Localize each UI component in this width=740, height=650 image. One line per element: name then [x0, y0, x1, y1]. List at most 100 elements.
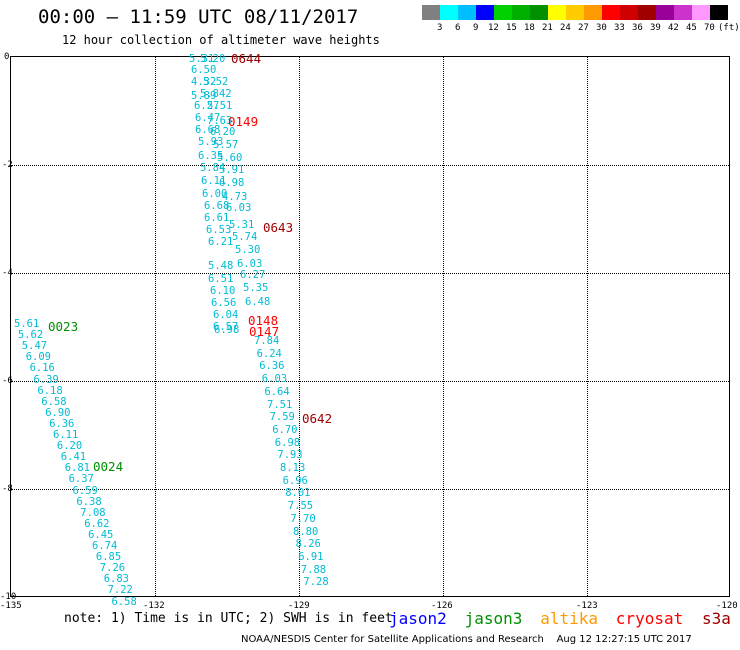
- swh-value: 6.36: [49, 417, 75, 430]
- longitude-label: -120: [716, 601, 738, 611]
- pass-time-label: 0148: [248, 313, 279, 328]
- color-scale-label: 3: [437, 23, 443, 33]
- swh-value: 6.03: [226, 202, 252, 214]
- legend-cryosat: cryosat: [615, 609, 684, 628]
- swh-value: 5.48: [208, 260, 234, 272]
- color-swatch: [566, 5, 584, 20]
- color-scale-label: 42: [668, 23, 679, 33]
- swh-value: 6.57: [213, 321, 239, 333]
- color-swatch: [674, 5, 692, 20]
- page-subtitle: 12 hour collection of altimeter wave hei…: [62, 33, 380, 47]
- swh-value: 6.03: [261, 373, 288, 386]
- swh-value: 5.60: [217, 152, 243, 164]
- pass-time-label: 0643: [263, 220, 294, 235]
- swh-value: 6.18: [37, 384, 63, 397]
- meridian-gridline: [155, 57, 156, 596]
- credit-organization: NOAA/NESDIS Center for Satellite Applica…: [241, 634, 544, 645]
- latitude-label: -6: [2, 376, 13, 386]
- color-swatch: [494, 5, 512, 20]
- swh-value: 6.85: [95, 551, 122, 564]
- swh-value: 5.91: [219, 164, 245, 176]
- swh-value: 6.24: [256, 347, 282, 360]
- footer-note: note: 1) Time is in UTC; 2) SWH is in fe…: [64, 611, 393, 626]
- swh-value: 6.58: [111, 595, 137, 608]
- color-scale-label: 9: [473, 23, 479, 33]
- swh-value: 7.59: [269, 411, 295, 424]
- color-scale-label: 6: [455, 23, 461, 33]
- color-scale-label: 21: [542, 23, 553, 33]
- swh-value: 7.22: [107, 584, 133, 597]
- swh-value: 6.81: [64, 462, 90, 475]
- swh-value: 7.70: [290, 512, 316, 525]
- color-swatch: [620, 5, 638, 20]
- color-scale-label: 45: [686, 23, 697, 33]
- swh-value: 6.68: [204, 200, 230, 212]
- color-swatch: [602, 5, 620, 20]
- swh-value: 6.64: [264, 385, 290, 398]
- swh-value: 6.98: [214, 324, 240, 336]
- swh-value: 6.96: [282, 474, 308, 487]
- color-swatch: [710, 5, 728, 20]
- swh-value: 7.55: [287, 500, 314, 513]
- credit-line: NOAA/NESDIS Center for Satellite Applica…: [241, 634, 692, 645]
- swh-value: 5.47: [21, 340, 48, 353]
- swh-value: 7.51: [267, 398, 293, 411]
- swh-value: 6.41: [60, 451, 87, 464]
- color-swatch: [422, 5, 440, 20]
- swh-value: 6.70: [272, 423, 298, 436]
- swh-value: 5.30: [235, 244, 261, 256]
- color-swatch: [656, 5, 674, 20]
- swh-value: 5.57: [213, 139, 239, 151]
- swh-value: 6.83: [103, 573, 129, 586]
- color-scale-label: 27: [578, 23, 589, 33]
- color-scale-unit: (ft): [718, 23, 740, 33]
- swh-value: 5.62: [17, 329, 44, 342]
- swh-value: 6.56: [211, 297, 237, 309]
- pass-time-label: 0147: [249, 324, 280, 339]
- longitude-label: -135: [0, 601, 22, 611]
- swh-value: 6.21: [208, 236, 234, 248]
- swh-value: 7.26: [99, 562, 126, 575]
- swh-value: 6.09: [25, 351, 51, 364]
- swh-value: 6.16: [29, 362, 55, 375]
- color-swatch: [512, 5, 530, 20]
- swh-value: 5.31: [229, 219, 255, 231]
- swh-value: 6.35: [198, 150, 224, 162]
- swh-value: 6.38: [76, 495, 102, 508]
- color-scale-label: 33: [614, 23, 625, 33]
- swh-value: 5.31: [189, 53, 215, 65]
- color-scale-label: 36: [632, 23, 643, 33]
- swh-value: 5.89: [191, 90, 217, 102]
- swh-value: 6.00: [202, 188, 228, 200]
- swh-value: 6.53: [206, 224, 232, 236]
- longitude-label: -126: [431, 601, 453, 611]
- swh-value: 7.28: [303, 576, 329, 589]
- swh-value: 8.01: [285, 487, 311, 500]
- parallel-gridline: [11, 165, 729, 166]
- swh-value: 6.61: [204, 212, 230, 224]
- pass-time-label: 0644: [231, 51, 262, 66]
- pass-time-label: 0023: [48, 319, 79, 334]
- color-scale-label: 70: [704, 23, 715, 33]
- color-swatch: [548, 5, 566, 20]
- swh-value: 7.93: [277, 449, 303, 462]
- color-swatch: [692, 5, 710, 20]
- map-panel[interactable]: [10, 56, 730, 597]
- swh-value: 6.62: [84, 517, 110, 530]
- legend-jason2: jason2: [389, 609, 447, 628]
- swh-value: 5.93: [198, 136, 224, 148]
- color-scale-bar: [422, 5, 728, 20]
- swh-value: 6.36: [259, 360, 285, 373]
- swh-value: 6.51: [208, 273, 234, 285]
- parallel-gridline: [11, 381, 729, 382]
- color-scale-label: 12: [488, 23, 499, 33]
- color-scale-label: 24: [560, 23, 571, 33]
- swh-value: 4.32: [191, 76, 217, 88]
- swh-value: 6.39: [33, 373, 59, 386]
- legend-s3a: s3a: [702, 609, 731, 628]
- swh-value: 5.842: [200, 88, 232, 100]
- swh-value: 5.20: [200, 53, 226, 65]
- swh-value: 7.84: [254, 335, 280, 347]
- swh-value: 8.13: [280, 462, 306, 474]
- color-swatch: [476, 5, 494, 20]
